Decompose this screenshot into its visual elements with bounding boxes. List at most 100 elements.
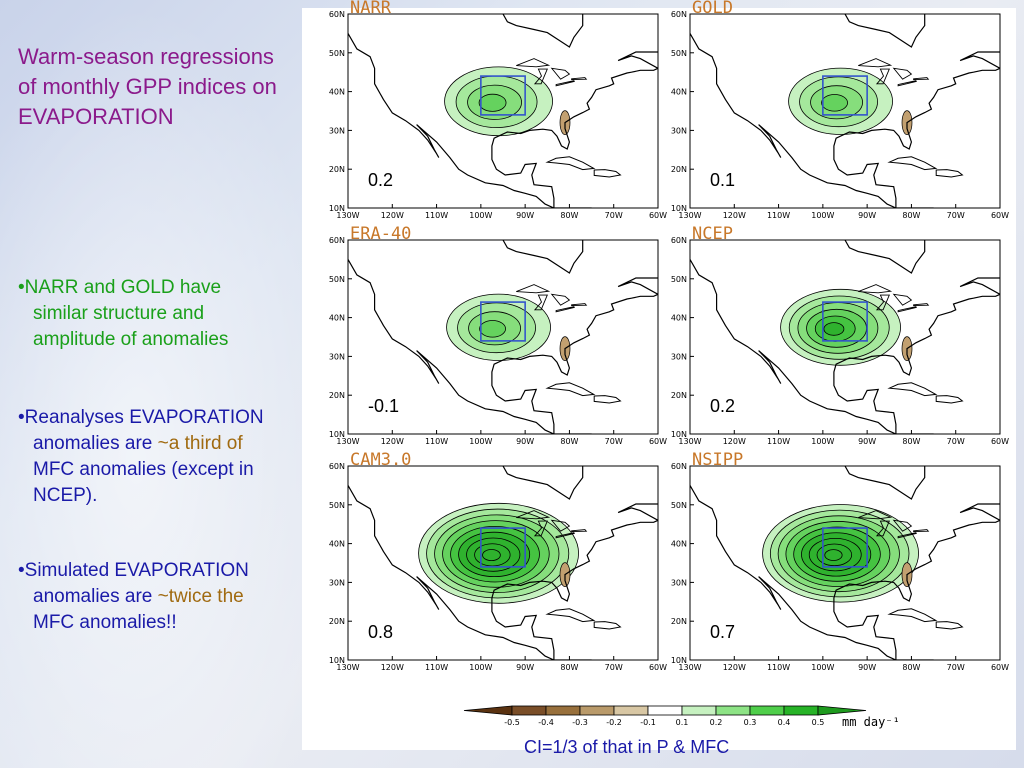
bullet-line: NCEP). [33,485,98,506]
lat-label: 40N [329,540,345,549]
lon-label: 100W [811,437,834,446]
colorbar-swatch [749,705,785,716]
lon-label: 70W [947,663,965,672]
great-lake [555,306,575,313]
lat-label: 50N [329,501,345,510]
hudson-bay-coast [844,466,926,500]
anomaly-contour [823,322,845,336]
lat-label: 30N [329,126,345,135]
great-lake [533,520,548,537]
lon-label: 110W [425,437,448,446]
lat-label: 20N [671,391,687,400]
gpp-index-box [822,301,868,342]
anomaly-contour [479,320,506,338]
anomaly-contour [824,549,843,561]
cuba-outline [545,608,596,623]
panel-title: NARR [350,0,392,18]
hudson-bay-coast [844,240,926,274]
lon-label: 130W [678,437,701,446]
colorbar-label: -0.1 [640,718,656,727]
lon-label: 90W [516,211,534,220]
lat-label: 40N [329,314,345,323]
lat-label: 20N [329,391,345,400]
panel-value: 0.2 [710,396,735,416]
cuba-outline [545,156,596,171]
lon-label: 120W [723,437,746,446]
hudson-bay-coast [502,14,584,48]
great-lake [858,58,893,68]
bullet-line: anomalies are ~twice the [18,584,348,610]
colorbar-swatch [613,705,649,716]
colorbar-label: -0.4 [538,718,554,727]
lat-label: 30N [671,578,687,587]
coastline [348,485,658,660]
lon-label: 110W [425,211,448,220]
lat-label: 50N [671,49,687,58]
lon-label: 100W [811,663,834,672]
great-lake [571,303,588,307]
great-lake [875,68,890,85]
lon-label: 70W [605,211,623,220]
lon-label: 120W [381,663,404,672]
great-lake [897,80,917,87]
cuba-outline [545,382,596,397]
panel-title: GOLD [692,0,733,18]
hispaniola-outline [593,169,622,178]
lon-label: 60W [991,663,1009,672]
colorbar-label: 0.1 [676,718,689,727]
great-lake [550,67,571,80]
hudson-bay-coast [502,240,584,274]
lon-label: 70W [947,211,965,220]
lon-label: 120W [381,437,404,446]
panel-value: 0.7 [710,622,735,642]
hispaniola-outline [593,395,622,404]
lon-label: 90W [858,211,876,220]
colorbar-label: 0.2 [710,718,723,727]
lon-label: 60W [991,437,1009,446]
bullet-line: MFC anomalies!! [33,612,177,633]
lon-label: 130W [336,663,359,672]
lat-label: 10N [671,204,687,213]
colorbar-units: mm day⁻¹ [842,715,900,729]
lat-label: 40N [671,314,687,323]
lat-label: 60N [671,462,687,471]
colorbar-label: 0.5 [812,718,825,727]
lat-label: 40N [671,540,687,549]
colorbar-label: -0.3 [572,718,588,727]
lat-label: 50N [329,49,345,58]
lat-label: 60N [671,10,687,19]
lat-label: 20N [329,617,345,626]
lat-label: 30N [329,352,345,361]
anomaly-contour [821,94,848,112]
great-lake [913,303,930,307]
bullet-line: amplitude of anomalies [33,329,229,350]
colorbar: -0.5 -0.4 -0.3 -0.2 -0.1 0.1 0.2 0.3 0.4 0.5 mm da… [463,705,900,729]
great-lake [533,294,548,311]
colorbar-end-right [817,705,867,716]
lon-label: 90W [516,663,534,672]
lon-label: 100W [811,211,834,220]
lon-label: 120W [723,663,746,672]
footer-note: CI=1/3 of that in P & MFC [524,737,730,757]
lon-label: 60W [649,437,667,446]
bullet-line: anomalies are ~a third of [18,431,348,457]
cuba-outline [887,382,938,397]
lat-label: 60N [329,462,345,471]
anomaly-contour [482,549,501,562]
lat-label: 10N [329,656,345,665]
cuba-outline [887,156,938,171]
hispaniola-outline [593,621,622,630]
lat-label: 20N [671,617,687,626]
colorbar-swatch [545,705,581,716]
lon-label: 60W [649,211,667,220]
panel-value: 0.8 [368,622,393,642]
lat-label: 20N [329,165,345,174]
lon-label: 110W [425,663,448,672]
great-lake [892,519,913,532]
background-glow [0,0,340,768]
coastline [690,33,1000,208]
great-lake [892,293,913,306]
great-lake [516,510,551,520]
